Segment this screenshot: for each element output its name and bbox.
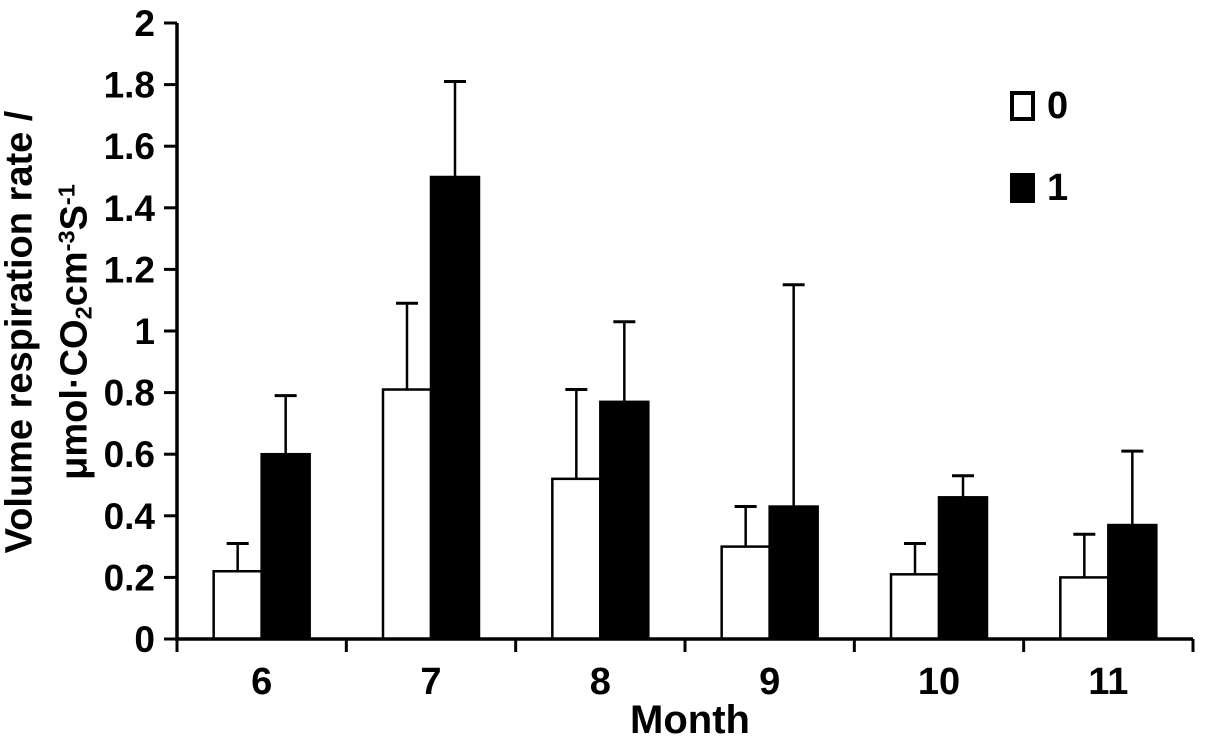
- x-tick-label: 11: [1088, 661, 1128, 703]
- y-axis-title-segment: μmol·CO: [53, 319, 96, 480]
- y-axis-title-segment: 2: [70, 306, 97, 320]
- bar-series-1-month-10: [937, 496, 989, 641]
- bar-series-1-month-8: [599, 400, 650, 641]
- y-axis-title-segment: -1: [53, 184, 80, 206]
- y-tick-label: 1: [134, 311, 155, 352]
- y-axis-title-line2: μmol·CO2cm-3S-1: [43, 111, 107, 554]
- bar-series-0-month-7: [381, 388, 433, 641]
- y-axis-title-segment: -3: [53, 230, 80, 252]
- x-tick-label: 7: [420, 661, 441, 703]
- legend-label-series-0: 0: [1047, 85, 1069, 127]
- y-tick-label: 0.6: [104, 434, 155, 475]
- y-axis-title-line1: Volume respiration rate /: [0, 110, 41, 554]
- y-tick-label: 1.4: [104, 188, 156, 229]
- y-tick-label: 1.6: [104, 126, 155, 167]
- y-axis-title: Volume respiration rate / μmol·CO2cm-3S-…: [0, 111, 108, 554]
- bar-series-1-month-9: [768, 505, 819, 641]
- y-tick-label: 0.4: [104, 496, 156, 537]
- bar-series-0-month-10: [889, 573, 941, 641]
- bar-series-1-month-6: [260, 452, 311, 641]
- filled-square-icon: [1010, 173, 1035, 203]
- open-square-icon: [1010, 91, 1035, 121]
- legend-label-series-1: 1: [1047, 167, 1069, 209]
- x-tick-label: 8: [590, 661, 611, 703]
- x-tick-label: 6: [251, 661, 272, 703]
- bar-series-0-month-8: [551, 477, 602, 641]
- y-tick-label: 0: [134, 619, 155, 660]
- x-axis-title: Month: [630, 698, 750, 742]
- y-tick-label: 2: [134, 3, 155, 44]
- y-tick-label: 0.2: [104, 557, 155, 598]
- x-tick-label: 9: [759, 661, 780, 703]
- bar-series-0-month-6: [212, 569, 263, 641]
- legend: 0 1: [1010, 85, 1069, 209]
- legend-item-series-0: 0: [1010, 85, 1069, 127]
- bar-series-0-month-11: [1059, 576, 1110, 641]
- y-axis-title-segment: S: [53, 205, 96, 231]
- y-tick-label: 1.2: [104, 249, 155, 290]
- y-axis-title-segment: cm: [53, 251, 96, 307]
- legend-item-series-1: 1: [1010, 167, 1069, 209]
- bar-series-1-month-7: [429, 175, 481, 641]
- y-tick-label: 0.8: [104, 373, 155, 414]
- bar-series-1-month-11: [1107, 523, 1158, 641]
- bar-series-0-month-9: [720, 545, 771, 641]
- y-tick-label: 1.8: [104, 65, 155, 106]
- x-tick-label: 10: [918, 661, 960, 703]
